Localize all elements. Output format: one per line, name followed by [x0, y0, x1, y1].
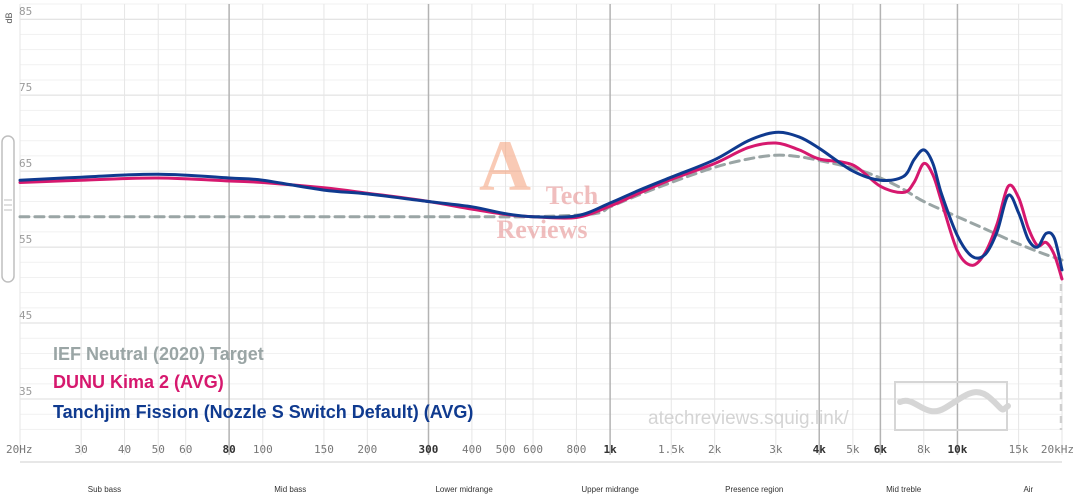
x-tick-label-600: 600	[523, 443, 543, 456]
y-tick-label-65: 65	[19, 157, 32, 170]
watermark-logo-letter: A	[479, 126, 531, 206]
series-line-0	[18, 153, 1064, 262]
series-line-1	[18, 141, 1064, 281]
squiglink-logo-icon	[894, 381, 1011, 431]
axes: 35 45 55 65 75 85 20Hz 30 40 50 60 80 100 150 200 300 40…	[6, 5, 1074, 494]
x-tick-label-20kHz: 20kHz	[1041, 443, 1074, 456]
x-tick-label-4k: 4k	[813, 443, 827, 456]
band-label-mid-bass: Mid bass	[274, 485, 306, 494]
x-tick-label-400: 400	[462, 443, 482, 456]
x-tick-label-2k: 2k	[708, 443, 722, 456]
band-label-air: Air	[1023, 485, 1033, 494]
series-line-2	[18, 130, 1064, 272]
series-lines	[18, 130, 1064, 430]
x-tick-label-1k: 1k	[603, 443, 617, 456]
band-label-lower-midrange: Lower midrange	[435, 485, 493, 494]
y-tick-label-45: 45	[19, 309, 32, 322]
x-tick-label-8k: 8k	[917, 443, 931, 456]
x-tick-label-500: 500	[496, 443, 516, 456]
x-tick-label-1.5k: 1.5k	[658, 443, 685, 456]
legend: IEF Neutral (2020) Target DUNU Kima 2 (AV…	[53, 344, 473, 422]
x-tick-label-60: 60	[179, 443, 192, 456]
legend-entry-2: Tanchjim Fission (Nozzle S Switch Defaul…	[53, 402, 473, 422]
x-tick-label-100: 100	[253, 443, 273, 456]
x-tick-label-30: 30	[75, 443, 88, 456]
watermark-logo-word-1: Tech	[546, 181, 599, 210]
band-label-mid-treble: Mid treble	[886, 485, 922, 494]
x-tick-label-200: 200	[357, 443, 377, 456]
y-axis-unit: dB	[4, 12, 14, 23]
x-tick-label-10k: 10k	[948, 443, 968, 456]
legend-entry-1: DUNU Kima 2 (AVG)	[53, 372, 224, 392]
band-label-sub-bass: Sub bass	[88, 485, 121, 494]
x-tick-label-300: 300	[419, 443, 439, 456]
x-tick-label-15k: 15k	[1009, 443, 1029, 456]
x-tick-label-3k: 3k	[769, 443, 783, 456]
x-tick-label-6k: 6k	[874, 443, 888, 456]
watermark: A Tech Reviews atechreviews.squig.link/	[479, 126, 1011, 431]
watermark-logo-word-2: Reviews	[497, 215, 588, 244]
y-tick-label-55: 55	[19, 233, 32, 246]
y-tick-label-85: 85	[19, 5, 32, 18]
legend-entry-0: IEF Neutral (2020) Target	[53, 344, 264, 364]
band-label-presence-region: Presence region	[725, 485, 783, 494]
x-tick-label-50: 50	[152, 443, 165, 456]
x-tick-label-40: 40	[118, 443, 131, 456]
x-tick-label-20Hz: 20Hz	[6, 443, 33, 456]
watermark-url: atechreviews.squig.link/	[648, 408, 849, 429]
y-tick-label-35: 35	[19, 385, 32, 398]
band-label-upper-midrange: Upper midrange	[581, 485, 639, 494]
x-tick-label-150: 150	[314, 443, 334, 456]
y-scale-handle[interactable]	[1, 135, 15, 283]
x-tick-label-5k: 5k	[846, 443, 860, 456]
x-tick-label-80: 80	[222, 443, 235, 456]
y-tick-label-75: 75	[19, 81, 32, 94]
x-tick-label-800: 800	[567, 443, 587, 456]
